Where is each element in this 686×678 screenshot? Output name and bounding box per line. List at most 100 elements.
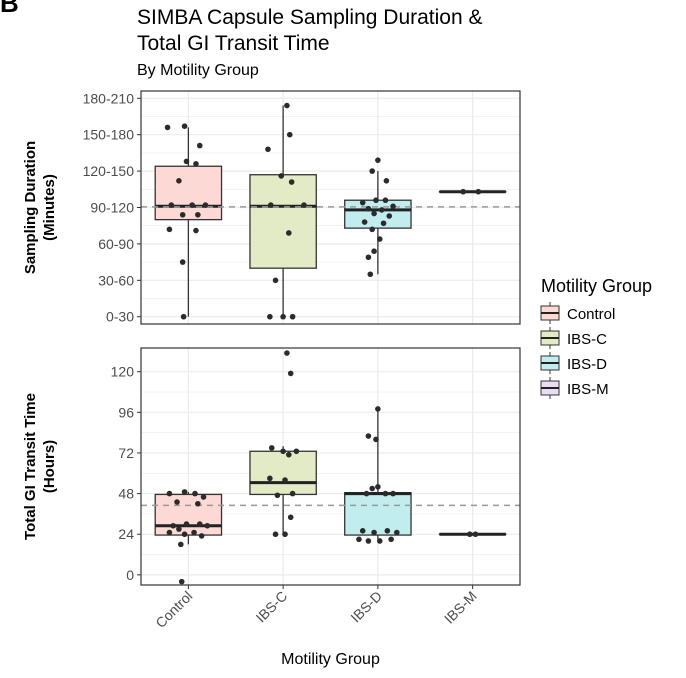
data-point [384,528,391,534]
plot-border [140,347,521,586]
data-point [382,197,389,204]
box-body [249,450,317,496]
data-point [202,202,209,208]
data-point [272,531,279,538]
panel-bottom [137,347,521,586]
data-point [268,202,274,208]
box-ibs-d [344,171,412,275]
box-body [154,493,223,536]
box-body [344,492,412,536]
chart-title-line-1: SIMBA Capsule Sampling Duration & [137,6,483,29]
y-tick-label: 24 [118,526,134,542]
y-tick-label: 180-210 [83,90,135,106]
data-point [195,500,201,507]
legend-label: IBS-C [567,331,607,348]
chart-title-line-2: Total GI Transit Time [137,32,330,55]
data-point [193,161,199,167]
data-point [272,277,279,284]
y-tick-label: 0 [126,567,134,583]
y-axis-title-unit: (Minutes) [41,174,58,241]
data-point [288,179,295,185]
data-point [289,313,296,320]
y-axis-title: Sampling Duration [22,141,39,274]
data-point [376,236,383,242]
data-point [371,529,377,536]
data-point [378,207,385,213]
data-point [390,203,396,210]
data-point [179,211,186,218]
data-point [373,436,379,443]
data-point [286,230,292,236]
data-point [267,475,273,482]
data-point [371,210,377,217]
data-point [301,202,307,208]
data-point [394,529,400,536]
data-point [287,370,294,377]
box-ibs-d [344,410,412,540]
y-axis-title-unit: (Hours) [41,440,58,493]
data-point [176,526,182,532]
y-tick-label: 120-150 [83,163,135,179]
data-point [475,188,482,195]
data-point [181,489,188,495]
data-point [380,220,387,227]
data-point [373,197,379,204]
panel-top [137,90,521,325]
x-axis-title: Motility Group [281,651,380,668]
data-point [365,254,372,261]
panel-letter: B [0,0,19,18]
data-point [196,521,203,527]
data-point [198,533,205,539]
data-point [164,124,171,131]
data-point [189,202,195,208]
data-point [191,529,197,536]
data-point [365,538,372,544]
data-point [386,213,393,219]
data-point [287,514,294,521]
data-point [367,271,374,278]
legend-title: Motility Group [541,276,652,296]
data-point [180,313,187,320]
data-point [176,178,182,184]
y-tick-label: 150-180 [83,127,135,143]
data-point [170,522,177,529]
data-point [166,490,173,497]
data-point [359,199,366,206]
plot-background [141,348,520,585]
legend-label: Control [567,306,615,323]
data-point [286,131,293,138]
data-point [204,522,211,529]
data-point [369,226,375,233]
data-point [168,202,175,208]
data-point [284,102,290,109]
legend-label: IBS-M [567,381,609,398]
data-point [183,521,190,527]
data-point [179,259,186,265]
y-tick-label: 0-30 [106,309,134,325]
data-point [278,173,285,179]
y-axis-title: Total GI Transit Time [22,393,39,540]
chart-subtitle: By Motility Group [137,62,259,79]
data-point [282,531,288,538]
legend-item-control [540,302,560,324]
box-ibs-c [249,446,317,535]
data-point [183,158,190,165]
x-tick-label: IBS-M [441,588,480,627]
data-point [375,406,381,412]
data-point [369,485,375,492]
data-point [274,492,281,499]
data-point [472,531,479,538]
data-point [192,490,198,497]
y-tick-label: 60-90 [98,236,134,252]
data-point [383,178,390,184]
legend-item-ibs-d [540,352,560,374]
data-point [286,451,292,458]
data-point [174,499,180,505]
data-point [356,536,362,543]
data-point [195,211,201,218]
y-tick-label: 30-60 [98,272,134,288]
data-point [280,448,286,455]
data-point [293,448,300,455]
legend-label: IBS-D [567,356,607,373]
